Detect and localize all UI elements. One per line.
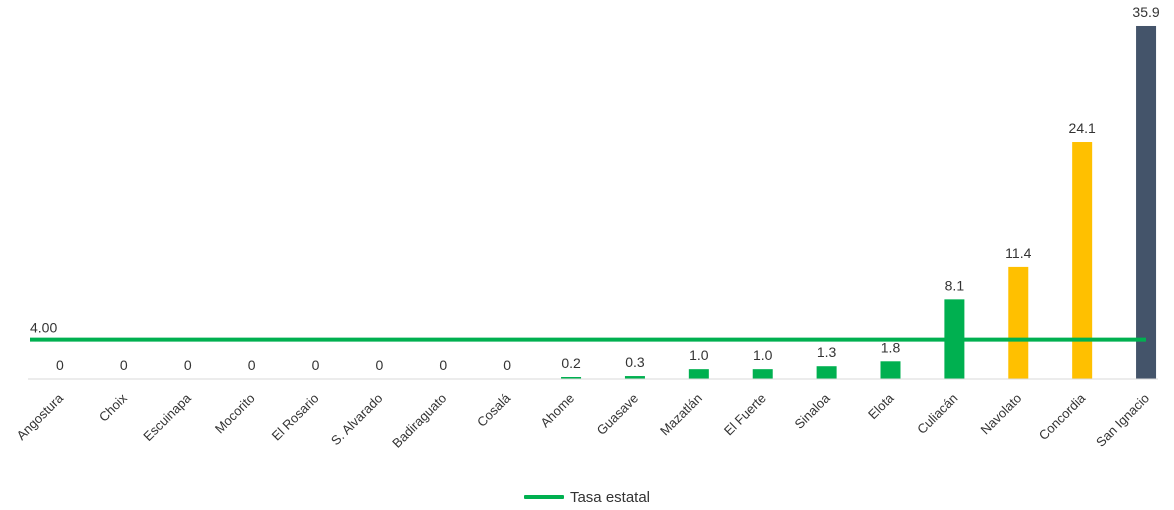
data-label: 0.3	[625, 354, 645, 370]
data-label: 24.1	[1069, 120, 1096, 136]
bar	[880, 361, 901, 379]
bar	[1008, 266, 1029, 379]
x-tick-label: Sinaloa	[791, 390, 833, 432]
x-tick-label: Guasave	[594, 391, 641, 438]
bar	[816, 366, 837, 379]
x-tick-label: El Fuerte	[721, 391, 769, 439]
x-tick-label: Ahome	[537, 391, 577, 431]
bar-chart: 0 0 0 0 0 0 0 0 0.2 0.3 1.0 1.0 1.3 1.8 8.1 11.4 24.1 35.…	[14, 4, 1160, 451]
bar	[752, 369, 773, 379]
data-label: 1.0	[753, 347, 773, 363]
x-tick-label: Mocorito	[212, 391, 258, 437]
data-label: 0	[56, 357, 64, 373]
data-label: 0	[120, 357, 128, 373]
bar	[688, 369, 709, 379]
x-tick-label: Culiacán	[914, 391, 960, 437]
data-label: 1.8	[881, 339, 901, 355]
bars-layer	[561, 25, 1157, 379]
x-tick-label: Navolato	[978, 391, 1025, 438]
x-tick-label: Mazatlán	[657, 391, 705, 439]
data-label: 0	[439, 357, 447, 373]
bar	[1136, 25, 1157, 379]
x-tick-label: Escuinapa	[140, 390, 194, 444]
data-label: 8.1	[945, 277, 965, 293]
data-label: 0	[312, 357, 320, 373]
x-tick-label: Badiraguato	[389, 391, 449, 451]
x-tick-label: Elota	[865, 390, 897, 422]
data-label: 0	[248, 357, 256, 373]
legend-line-swatch	[523, 495, 564, 499]
data-label: 0.2	[561, 355, 581, 371]
data-label: 0	[375, 357, 383, 373]
x-tick-label: Angostura	[14, 390, 67, 443]
legend: Tasa estatal	[0, 486, 1174, 506]
x-tick-label: Concordia	[1036, 390, 1089, 443]
legend-item-tasa-estatal: Tasa estatal	[523, 488, 651, 506]
x-tick-label: San Ignacio	[1093, 391, 1152, 450]
reference-line-label: 4.00	[30, 320, 57, 336]
data-label: 1.0	[689, 347, 709, 363]
bar	[1072, 142, 1093, 379]
data-label: 1.3	[817, 344, 837, 360]
x-tick-label: Cosalá	[474, 390, 514, 430]
data-label: 11.4	[1005, 245, 1031, 261]
x-tick-label: Choix	[96, 390, 130, 424]
data-label: 35.9	[1132, 4, 1159, 20]
value-labels-layer: 0 0 0 0 0 0 0 0 0.2 0.3 1.0 1.0 1.3 1.8 8.1 11.4 24.1 35.…	[56, 4, 1160, 373]
x-tick-label: S. Alvarado	[328, 391, 386, 449]
legend-label: Tasa estatal	[569, 488, 651, 506]
bar	[561, 377, 582, 379]
bar	[624, 376, 645, 379]
data-label: 0	[184, 357, 192, 373]
x-tick-label: El Rosario	[269, 391, 322, 444]
data-label: 0	[503, 357, 511, 373]
x-tick-labels-layer: Angostura Choix Escuinapa Mocorito El Rosari…	[14, 390, 1153, 451]
